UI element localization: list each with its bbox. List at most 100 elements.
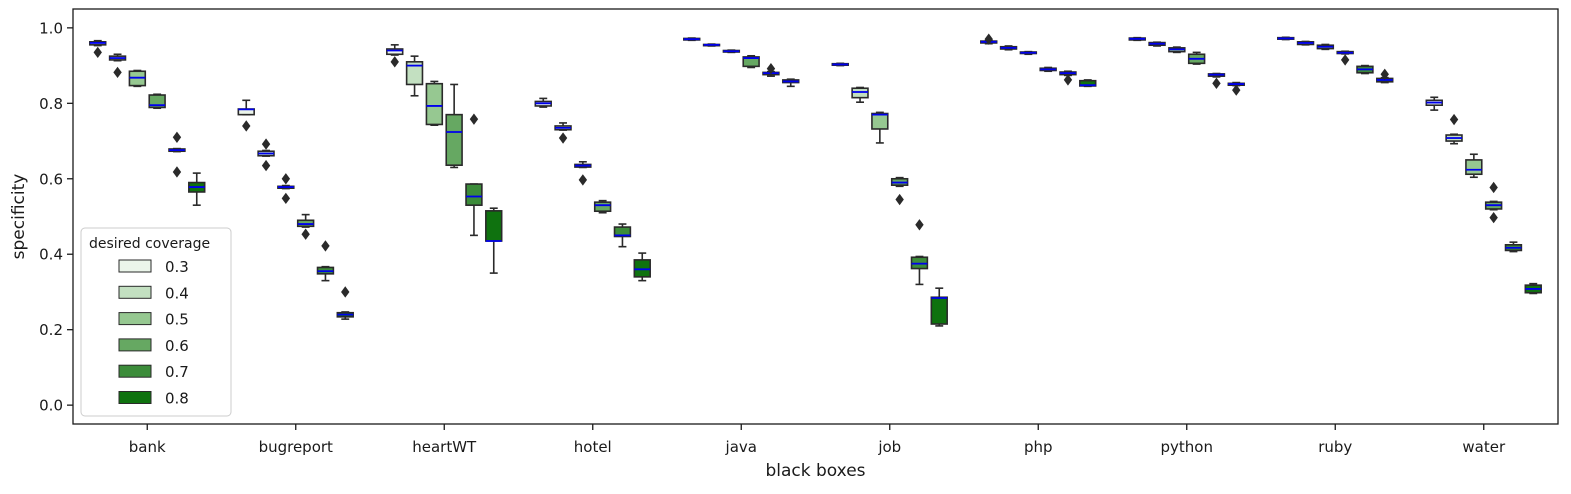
box-iqr bbox=[593, 201, 612, 213]
plot-frame bbox=[72, 8, 1559, 425]
y-tick-label: 0.8 bbox=[39, 95, 63, 113]
x-tick-label-bank: bank bbox=[129, 438, 166, 456]
y-tick-label: 0.6 bbox=[39, 170, 63, 188]
box-ruby-0.3 bbox=[1277, 36, 1295, 41]
box-water-0.5 bbox=[1465, 153, 1483, 179]
legend-swatch bbox=[118, 285, 152, 299]
box-iqr bbox=[405, 61, 424, 86]
x-tick-label-hotel: hotel bbox=[574, 438, 612, 456]
box-iqr bbox=[742, 56, 760, 68]
box-job-0.8 bbox=[930, 287, 948, 327]
legend-entry-0.7: 0.7 bbox=[118, 363, 189, 381]
box-iqr bbox=[1465, 159, 1483, 176]
box-ruby-0.6 bbox=[1336, 50, 1354, 66]
legend-entry-0.8: 0.8 bbox=[118, 390, 189, 408]
box-python-0.6 bbox=[1187, 51, 1206, 65]
legend-label: 0.4 bbox=[165, 284, 189, 302]
flier-marker bbox=[242, 120, 251, 132]
flier-marker bbox=[578, 174, 588, 186]
box-bugreport-0.6 bbox=[296, 213, 315, 240]
y-tick-label: 0.4 bbox=[39, 246, 63, 264]
box-php-0.6 bbox=[1039, 66, 1057, 73]
box-ruby-0.4 bbox=[1296, 40, 1315, 46]
legend-title: desired coverage bbox=[89, 236, 210, 252]
box-bugreport-0.3 bbox=[237, 99, 255, 132]
box-java-0.5 bbox=[722, 49, 741, 54]
box-python-0.7 bbox=[1207, 72, 1226, 89]
flier-marker bbox=[261, 159, 271, 172]
legend-label: 0.5 bbox=[165, 311, 189, 329]
box-heartWT-0.7 bbox=[465, 113, 483, 237]
box-php-0.8 bbox=[1079, 79, 1097, 88]
box-python-0.5 bbox=[1168, 46, 1186, 54]
legend-entry-0.5: 0.5 bbox=[118, 311, 189, 329]
box-heartWT-0.3 bbox=[386, 44, 404, 68]
legend-entry-0.3: 0.3 bbox=[118, 258, 189, 276]
box-bank-0.4 bbox=[108, 53, 127, 79]
legend-swatch bbox=[118, 312, 152, 326]
flier-marker bbox=[984, 33, 993, 45]
legend-entries: 0.3 0.4 0.5 0.6 0.7 0.8 bbox=[118, 258, 189, 408]
x-tick-label-python: python bbox=[1161, 438, 1213, 456]
y-axis-label: specificity bbox=[9, 174, 29, 260]
box-hotel-0.6 bbox=[593, 199, 612, 214]
flier-marker bbox=[558, 132, 568, 144]
box-hotel-0.4 bbox=[554, 122, 572, 144]
box-php-0.5 bbox=[1019, 50, 1038, 56]
x-tick-label-ruby: ruby bbox=[1318, 438, 1352, 456]
y-tick-label: 0.2 bbox=[39, 321, 63, 339]
x-axis: bank bugreport heartWT hotel java job php pytho… bbox=[129, 424, 1506, 456]
flier-marker bbox=[895, 193, 904, 206]
flier-marker bbox=[172, 166, 182, 178]
box-bank-0.6 bbox=[148, 93, 166, 110]
x-tick-label-heartWT: heartWT bbox=[412, 438, 477, 456]
flier-marker bbox=[915, 219, 924, 231]
flier-marker bbox=[301, 228, 310, 240]
box-java-0.8 bbox=[782, 78, 800, 88]
flier-marker bbox=[341, 286, 350, 298]
box-bank-0.8 bbox=[188, 172, 206, 206]
box-ruby-0.8 bbox=[1376, 68, 1394, 84]
box-java-0.6 bbox=[742, 54, 760, 69]
box-bugreport-0.7 bbox=[316, 240, 335, 282]
flier-marker bbox=[1489, 181, 1498, 194]
legend-label: 0.6 bbox=[165, 337, 189, 355]
legend-entry-0.4: 0.4 bbox=[118, 284, 189, 302]
box-hotel-0.5 bbox=[574, 160, 592, 186]
flier-marker bbox=[1380, 68, 1389, 80]
box-heartWT-0.6 bbox=[445, 83, 463, 169]
box-job-0.3 bbox=[831, 62, 849, 67]
box-php-0.4 bbox=[999, 45, 1018, 51]
box-job-0.7 bbox=[910, 219, 929, 286]
box-heartWT-0.8 bbox=[485, 207, 503, 274]
legend: desired coverage 0.3 0.4 0.5 0.6 0.7 0.8 bbox=[80, 227, 232, 417]
box-ruby-0.5 bbox=[1316, 43, 1335, 51]
plot-marks bbox=[89, 33, 1542, 327]
box-java-0.7 bbox=[762, 62, 780, 77]
box-bank-0.5 bbox=[128, 69, 147, 88]
flier-marker bbox=[1340, 54, 1350, 66]
box-heartWT-0.4 bbox=[405, 55, 424, 97]
flier-marker bbox=[1212, 77, 1221, 89]
x-tick-label-java: java bbox=[725, 438, 757, 456]
box-php-0.7 bbox=[1059, 70, 1077, 86]
box-bugreport-0.4 bbox=[257, 138, 275, 172]
flier-marker bbox=[766, 62, 776, 75]
box-hotel-0.3 bbox=[534, 97, 552, 108]
legend-box bbox=[80, 227, 232, 417]
flier-marker bbox=[1232, 84, 1241, 96]
box-iqr bbox=[871, 112, 889, 130]
box-job-0.6 bbox=[890, 176, 909, 206]
x-axis-label: black boxes bbox=[765, 461, 865, 481]
x-tick-label-php: php bbox=[1024, 438, 1053, 456]
box-job-0.5 bbox=[871, 111, 889, 144]
legend-swatch bbox=[118, 364, 152, 378]
box-php-0.3 bbox=[980, 33, 998, 45]
legend-swatch bbox=[118, 259, 152, 273]
box-job-0.4 bbox=[851, 86, 869, 103]
box-heartWT-0.5 bbox=[425, 80, 444, 126]
box-python-0.8 bbox=[1227, 81, 1245, 96]
flier-marker bbox=[1063, 74, 1073, 86]
legend-swatch bbox=[118, 338, 152, 352]
